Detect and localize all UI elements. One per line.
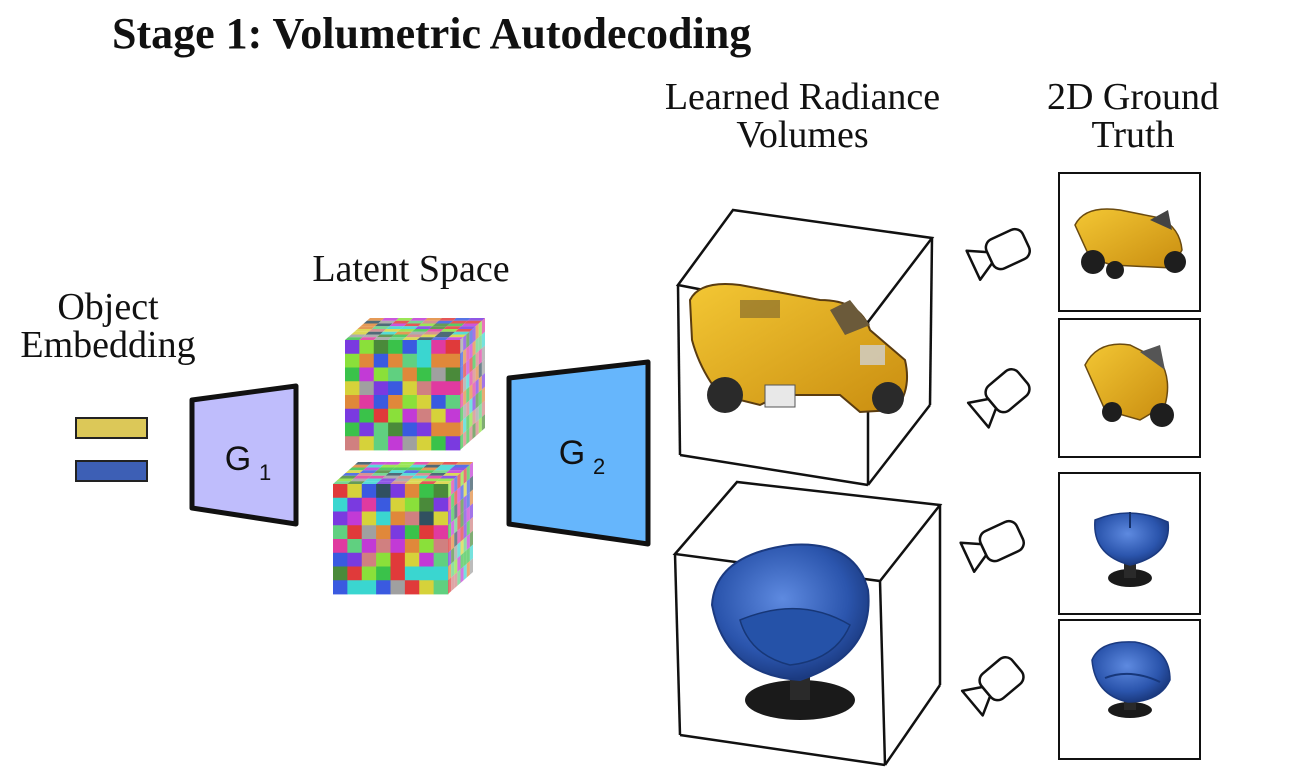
object-embedding-label: Object Embedding bbox=[0, 288, 216, 364]
generator-g2: G 2 bbox=[506, 359, 651, 547]
g1-symbol: G bbox=[225, 440, 251, 478]
camera-icon bbox=[959, 519, 1025, 573]
ground-truth-label-line2: Truth bbox=[1091, 114, 1175, 156]
latent-space-label: Latent Space bbox=[312, 248, 510, 290]
camera-icon bbox=[965, 227, 1031, 281]
voxel-chair bbox=[710, 543, 870, 720]
latent-cube-bottom bbox=[333, 462, 473, 595]
radiance-volumes-label-line1: Learned Radiance bbox=[664, 76, 941, 118]
motorcycle-render-1 bbox=[1074, 208, 1186, 279]
ground-truth-label-line1: 2D Ground bbox=[1046, 76, 1220, 118]
radiance-volumes-label: Learned Radiance Volumes bbox=[630, 78, 975, 154]
embedding-bar-yellow bbox=[75, 417, 148, 439]
camera-icon bbox=[966, 368, 1031, 429]
radiance-volumes-label-line2: Volumes bbox=[736, 114, 869, 156]
g2-symbol: G bbox=[559, 434, 585, 472]
latent-cube-top bbox=[345, 318, 485, 451]
motorcycle-render-2 bbox=[1084, 343, 1174, 427]
chair-render-2 bbox=[1091, 641, 1171, 718]
ground-truth-label: 2D Ground Truth bbox=[1018, 78, 1248, 154]
g1-subscript: 1 bbox=[259, 460, 271, 485]
chair-render-1 bbox=[1094, 512, 1170, 587]
diagram-title: Stage 1: Volumetric Autodecoding bbox=[112, 9, 752, 58]
voxel-motorcycle bbox=[688, 283, 908, 414]
gt-frame-4 bbox=[1058, 619, 1201, 760]
radiance-volume-chair bbox=[672, 480, 943, 767]
embedding-bar-blue bbox=[75, 460, 148, 482]
camera-icon bbox=[960, 656, 1025, 717]
gt-frame-2 bbox=[1058, 318, 1201, 458]
gt-frame-1 bbox=[1058, 172, 1201, 312]
radiance-volume-motorcycle bbox=[675, 208, 935, 487]
gt-frame-3 bbox=[1058, 472, 1201, 615]
object-embedding-label-line2: Embedding bbox=[20, 324, 196, 366]
generator-g1: G 1 bbox=[189, 383, 299, 527]
object-embedding-label-line1: Object bbox=[57, 286, 159, 328]
g2-subscript: 2 bbox=[593, 454, 605, 479]
